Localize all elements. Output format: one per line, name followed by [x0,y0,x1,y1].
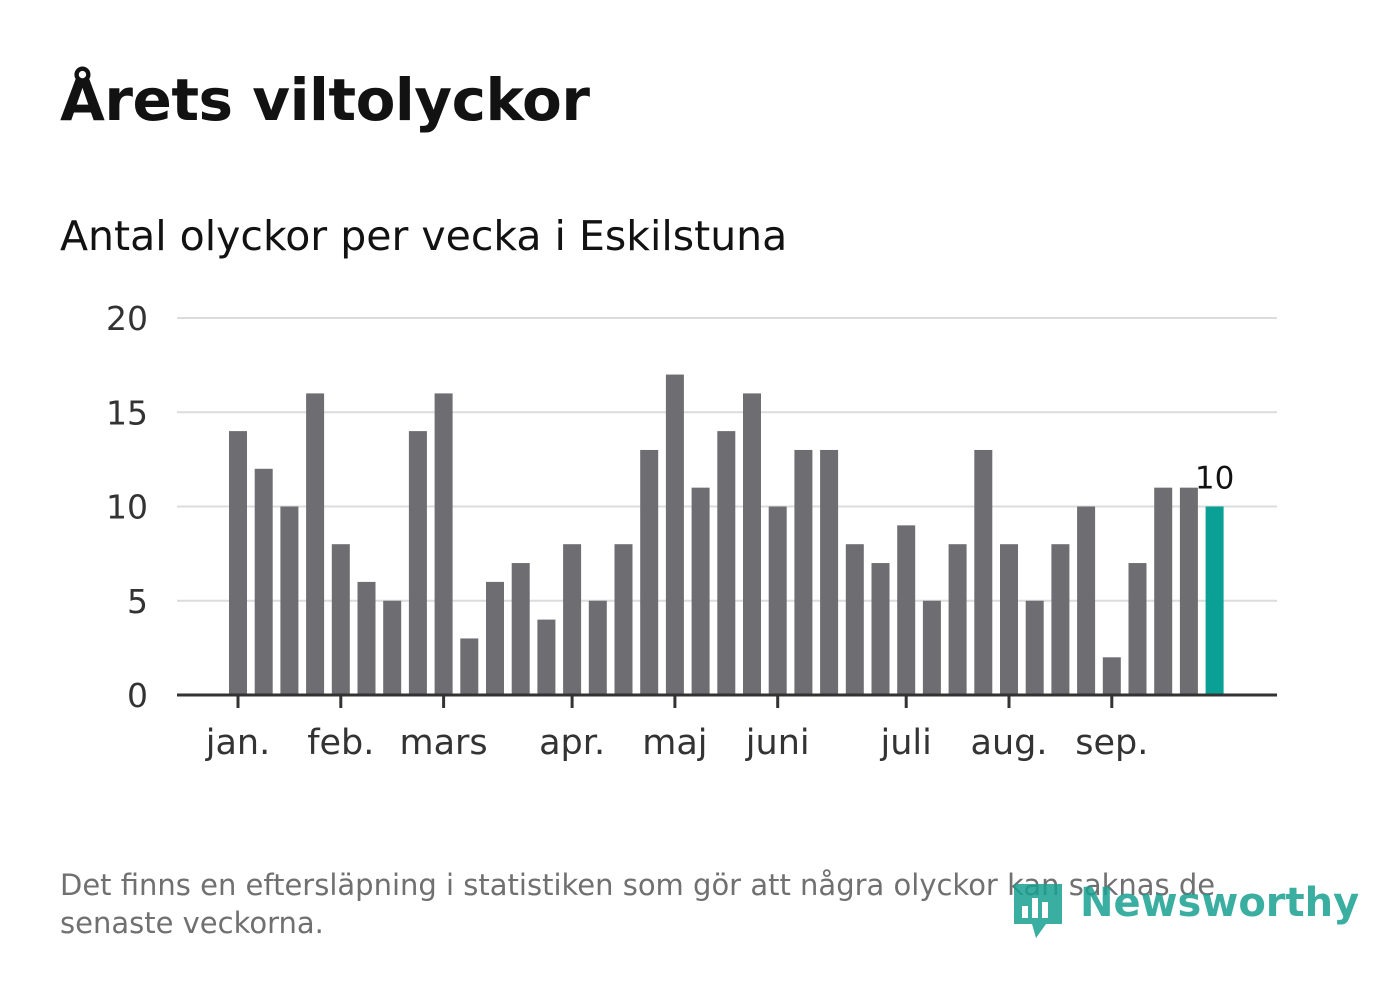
bar [1102,657,1121,695]
x-tick-label: aug. [971,723,1048,763]
chart-title: Årets viltolyckor [60,66,590,134]
bar [331,544,350,695]
bar [229,431,247,695]
x-tick-label: sep. [1075,723,1148,763]
bar [845,544,864,695]
y-tick-label: 0 [127,676,148,715]
bar [717,431,736,695]
x-tick-label: maj [642,723,707,763]
x-axis [177,693,1277,708]
x-tick-label: juni [745,723,810,763]
bar [1128,563,1147,695]
bar [1077,506,1096,695]
bar [280,506,299,695]
bar [306,393,325,695]
labels: 0 5 10 15 20 jan. feb. mars apr. maj juni juli aug. s… [106,299,1234,763]
x-tick-label: jan. [205,723,270,763]
y-tick-label: 20 [106,299,148,338]
chart-subtitle: Antal olyckor per vecka i Eskilstuna [60,212,788,260]
x-tick-label: juli [880,723,932,763]
bar [665,374,684,695]
brand-name: Newsworthy [1080,880,1360,926]
bar [1154,487,1173,695]
bar [588,600,607,695]
bar [1179,487,1198,695]
bar [871,563,890,695]
y-tick-label: 5 [127,582,148,621]
bar [691,487,710,695]
bar [1000,544,1018,695]
bar [357,581,376,695]
bar [614,544,633,695]
bar [537,619,556,695]
highlight-data-label: 10 [1195,461,1234,497]
x-tick-label: apr. [539,723,605,763]
x-tick-label: feb. [307,723,374,763]
bar [640,449,659,695]
bar [254,468,273,695]
bar [922,600,941,695]
newsworthy-logo: Newsworthy [1010,876,1359,946]
bar [1051,544,1070,695]
x-tick-label: mars [400,723,488,763]
bars [229,374,1224,695]
bar [743,393,761,695]
bar [511,563,530,695]
newsworthy-bar-chart-icon [1014,884,1062,938]
y-tick-label: 10 [106,488,148,527]
bar [408,431,427,695]
bar [434,393,453,695]
bar [897,525,916,695]
bar [768,506,787,695]
bar [486,581,504,695]
bar [820,449,839,695]
bar [383,600,402,695]
bar [948,544,967,695]
bar [563,544,582,695]
bar [1025,600,1044,695]
bar [974,449,993,695]
bar-highlight [1205,506,1224,695]
y-tick-label: 15 [106,393,148,432]
bar [794,449,813,695]
bar [460,638,479,695]
